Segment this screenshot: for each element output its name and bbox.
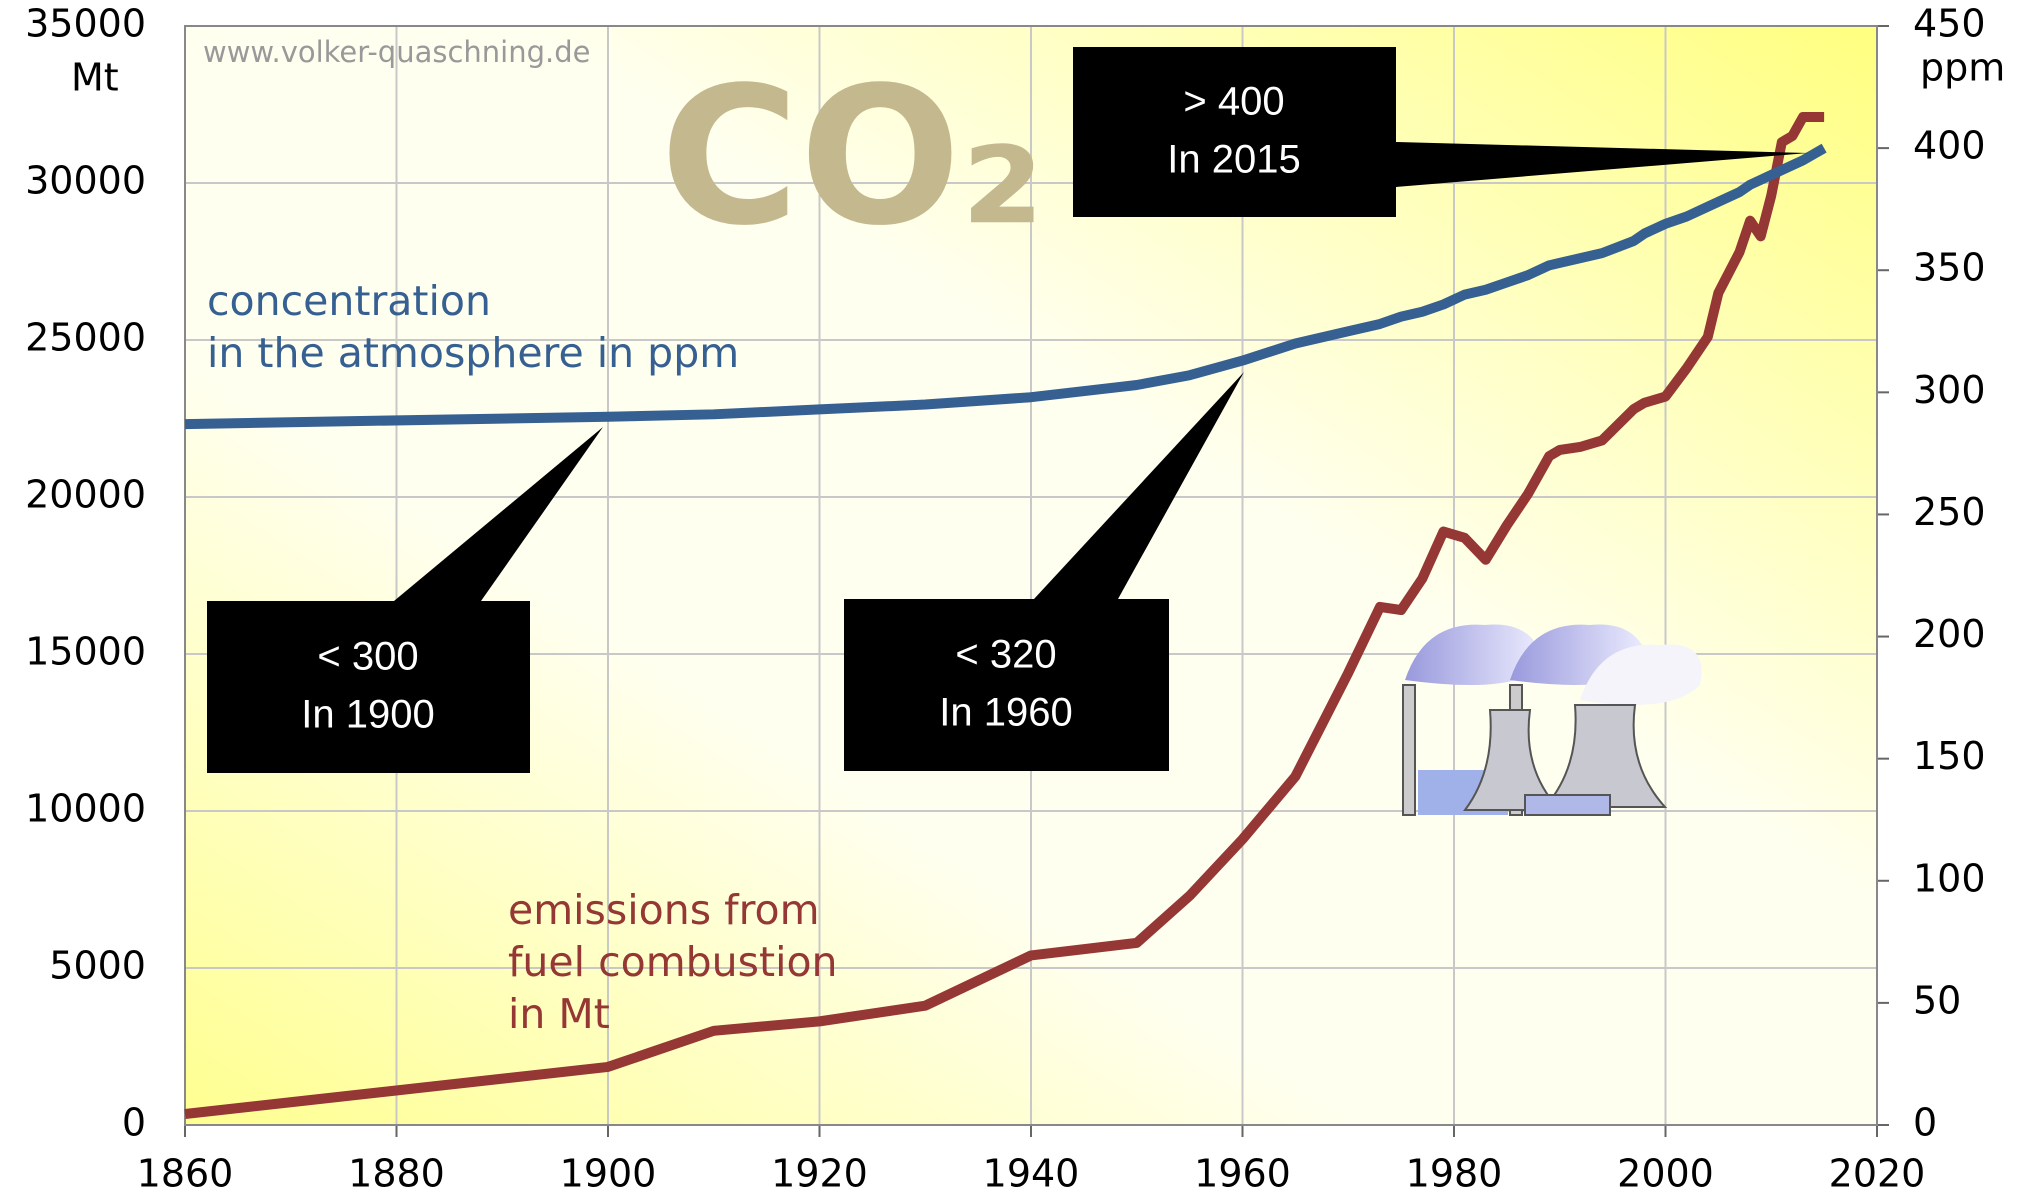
y2-tick-label: 50	[1913, 978, 1961, 1022]
y2-tick-label: 450	[1913, 2, 1986, 46]
grid	[184, 25, 1889, 1137]
y2-tick-label: 150	[1913, 734, 1986, 778]
series-label: concentration	[207, 277, 491, 325]
callout-text: < 300	[317, 635, 418, 679]
x-tick-label: 1900	[560, 1152, 657, 1195]
callout-text: > 400	[1183, 80, 1284, 124]
y-tick-label: 35000	[25, 2, 146, 46]
chart-title: CO₂	[660, 46, 1044, 267]
y2-tick-label: 300	[1913, 368, 1986, 412]
series-label: in the atmosphere in ppm	[207, 329, 739, 377]
x-tick-label: 2000	[1617, 1152, 1714, 1195]
y-tick-label: 10000	[25, 787, 146, 831]
series-label: emissions from	[508, 886, 820, 934]
y2-axis-label: ppm	[1920, 46, 2005, 90]
factory-icon	[1402, 624, 1702, 816]
plot-border	[184, 25, 1878, 1126]
y-tick-label: 5000	[49, 944, 146, 988]
y2-tick-label: 200	[1913, 612, 1986, 656]
y-tick-label: 30000	[25, 159, 146, 203]
y2-tick-label: 400	[1913, 124, 1986, 168]
x-tick-label: 2020	[1829, 1152, 1926, 1195]
x-tick-label: 1960	[1194, 1152, 1291, 1195]
watermark: www.volker-quaschning.de	[203, 35, 591, 69]
callout-text: < 320	[955, 633, 1056, 677]
series-line	[184, 112, 1825, 1119]
y2-tick-label: 0	[1913, 1101, 1937, 1145]
x-tick-label: 1860	[137, 1152, 234, 1195]
series-label: in Mt	[508, 990, 610, 1038]
y-tick-label: 15000	[25, 630, 146, 674]
y-tick-label: 25000	[25, 316, 146, 360]
y2-tick-label: 100	[1913, 856, 1986, 900]
x-tick-label: 1940	[983, 1152, 1080, 1195]
x-tick-label: 1880	[348, 1152, 445, 1195]
x-tick-label: 1980	[1406, 1152, 1503, 1195]
lines	[184, 112, 1827, 1119]
series-label: fuel combustion	[508, 938, 838, 986]
callout-text: In 1900	[301, 693, 434, 737]
callout-text: In 1960	[939, 691, 1072, 735]
callouts	[207, 47, 1808, 773]
callout-text: In 2015	[1167, 138, 1300, 182]
y2-tick-label: 350	[1913, 246, 1986, 290]
x-tick-label: 1920	[771, 1152, 868, 1195]
y-axis-label: Mt	[71, 56, 119, 100]
y-tick-label: 20000	[25, 473, 146, 517]
y-tick-label: 0	[122, 1101, 146, 1145]
y2-tick-label: 250	[1913, 490, 1986, 534]
series-line	[184, 143, 1827, 430]
